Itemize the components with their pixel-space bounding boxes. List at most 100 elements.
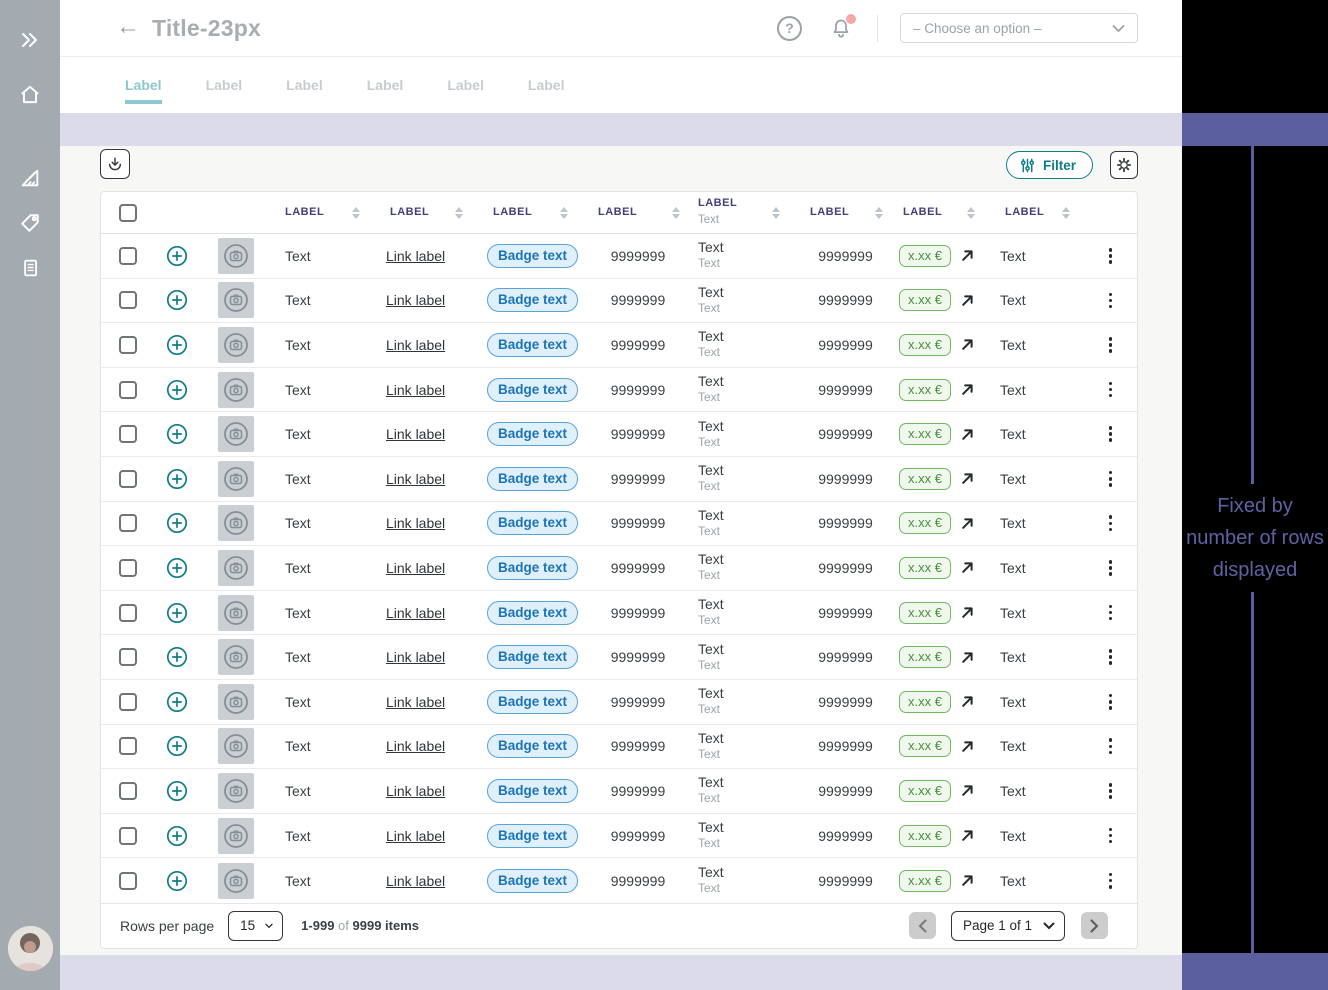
row-link[interactable]: Link label [386,605,445,621]
row-checkbox[interactable] [119,514,137,532]
add-circle-icon[interactable] [166,289,188,311]
add-circle-icon[interactable] [166,780,188,802]
row-checkbox[interactable] [119,247,137,265]
arrow-up-right-icon[interactable] [960,783,975,798]
arrow-up-right-icon[interactable] [960,873,975,888]
row-link[interactable]: Link label [386,471,445,487]
add-circle-icon[interactable] [166,423,188,445]
add-circle-icon[interactable] [166,379,188,401]
row-checkbox[interactable] [119,648,137,666]
add-circle-icon[interactable] [166,735,188,757]
sidebar-item-design[interactable] [0,158,60,198]
notifications-button[interactable] [830,17,852,39]
rows-per-page-select[interactable]: 15 [228,911,283,941]
row-checkbox[interactable] [119,604,137,622]
kebab-menu-icon[interactable] [1105,556,1117,580]
sidebar-item-home[interactable] [0,75,60,115]
sidebar-item-tags[interactable] [0,203,60,243]
back-arrow-icon[interactable]: ← [116,15,140,39]
sort-icon[interactable] [772,207,780,219]
arrow-up-right-icon[interactable] [960,427,975,442]
tab-5[interactable]: Label [447,57,484,113]
help-icon[interactable]: ? [777,16,802,41]
download-button[interactable] [100,149,130,179]
row-link[interactable]: Link label [386,828,445,844]
tab-1[interactable]: Label [125,57,162,113]
page-select[interactable]: Page 1 of 1 [951,911,1065,941]
row-checkbox[interactable] [119,782,137,800]
header-option-dropdown[interactable]: – Choose an option – [900,13,1138,43]
kebab-menu-icon[interactable] [1105,289,1117,313]
select-all-checkbox[interactable] [119,204,137,222]
kebab-menu-icon[interactable] [1105,645,1117,669]
add-circle-icon[interactable] [166,825,188,847]
row-link[interactable]: Link label [386,694,445,710]
row-link[interactable]: Link label [386,382,445,398]
add-circle-icon[interactable] [166,512,188,534]
row-link[interactable]: Link label [386,783,445,799]
row-checkbox[interactable] [119,827,137,845]
add-circle-icon[interactable] [166,602,188,624]
kebab-menu-icon[interactable] [1105,378,1117,402]
sidebar-item-documents[interactable] [0,248,60,288]
filter-button[interactable]: Filter [1006,151,1093,179]
kebab-menu-icon[interactable] [1105,824,1117,848]
arrow-up-right-icon[interactable] [960,516,975,531]
row-checkbox[interactable] [119,336,137,354]
kebab-menu-icon[interactable] [1105,422,1117,446]
add-circle-icon[interactable] [166,646,188,668]
arrow-up-right-icon[interactable] [960,293,975,308]
sort-icon[interactable] [560,207,568,219]
arrow-up-right-icon[interactable] [960,560,975,575]
tab-2[interactable]: Label [206,57,243,113]
kebab-menu-icon[interactable] [1105,601,1117,625]
row-checkbox[interactable] [119,872,137,890]
row-checkbox[interactable] [119,737,137,755]
row-checkbox[interactable] [119,381,137,399]
kebab-menu-icon[interactable] [1105,511,1117,535]
row-link[interactable]: Link label [386,292,445,308]
next-page-button[interactable] [1081,912,1108,939]
kebab-menu-icon[interactable] [1105,690,1117,714]
arrow-up-right-icon[interactable] [960,694,975,709]
add-circle-icon[interactable] [166,334,188,356]
sort-icon[interactable] [875,207,883,219]
row-checkbox[interactable] [119,693,137,711]
sort-icon[interactable] [967,207,975,219]
arrow-up-right-icon[interactable] [960,382,975,397]
kebab-menu-icon[interactable] [1105,333,1117,357]
arrow-up-right-icon[interactable] [960,605,975,620]
sort-icon[interactable] [455,207,463,219]
row-checkbox[interactable] [119,291,137,309]
sort-icon[interactable] [352,207,360,219]
kebab-menu-icon[interactable] [1105,779,1117,803]
sidebar-expand-button[interactable] [0,20,60,60]
kebab-menu-icon[interactable] [1105,244,1117,268]
kebab-menu-icon[interactable] [1105,734,1117,758]
row-checkbox[interactable] [119,470,137,488]
row-link[interactable]: Link label [386,560,445,576]
user-avatar[interactable] [8,926,53,971]
row-link[interactable]: Link label [386,515,445,531]
row-link[interactable]: Link label [386,426,445,442]
add-circle-icon[interactable] [166,245,188,267]
row-link[interactable]: Link label [386,873,445,889]
kebab-menu-icon[interactable] [1105,467,1117,491]
arrow-up-right-icon[interactable] [960,828,975,843]
kebab-menu-icon[interactable] [1105,869,1117,893]
tab-4[interactable]: Label [367,57,404,113]
arrow-up-right-icon[interactable] [960,650,975,665]
row-checkbox[interactable] [119,559,137,577]
add-circle-icon[interactable] [166,468,188,490]
sort-icon[interactable] [672,207,680,219]
arrow-up-right-icon[interactable] [960,248,975,263]
row-link[interactable]: Link label [386,649,445,665]
add-circle-icon[interactable] [166,870,188,892]
arrow-up-right-icon[interactable] [960,471,975,486]
tab-3[interactable]: Label [286,57,323,113]
row-link[interactable]: Link label [386,248,445,264]
arrow-up-right-icon[interactable] [960,739,975,754]
add-circle-icon[interactable] [166,557,188,579]
row-link[interactable]: Link label [386,337,445,353]
add-circle-icon[interactable] [166,691,188,713]
